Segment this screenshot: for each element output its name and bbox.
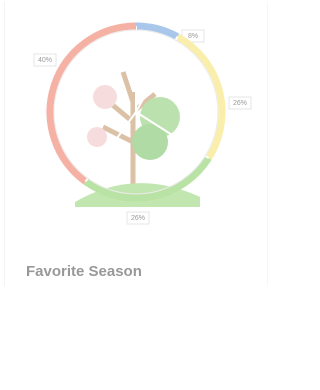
chart: 8% 26% 26% 40%: [5, 2, 267, 252]
ring-segment: [177, 37, 222, 158]
blossoms: [93, 85, 117, 109]
divider: [85, 112, 136, 182]
value-label: 8%: [188, 33, 198, 40]
value-label: 26%: [131, 215, 145, 222]
ring-segment: [50, 26, 136, 182]
page: {"chart_data": {"type": "pie", "title": …: [0, 0, 270, 390]
value-label: 40%: [38, 57, 52, 64]
blossoms: [87, 127, 107, 147]
ring-segment: [136, 26, 177, 37]
value-label: 26%: [233, 100, 247, 107]
chart-title: Favorite Season: [26, 263, 142, 280]
card: 8% 26% 26% 40% Favorite Season: [4, 2, 268, 286]
